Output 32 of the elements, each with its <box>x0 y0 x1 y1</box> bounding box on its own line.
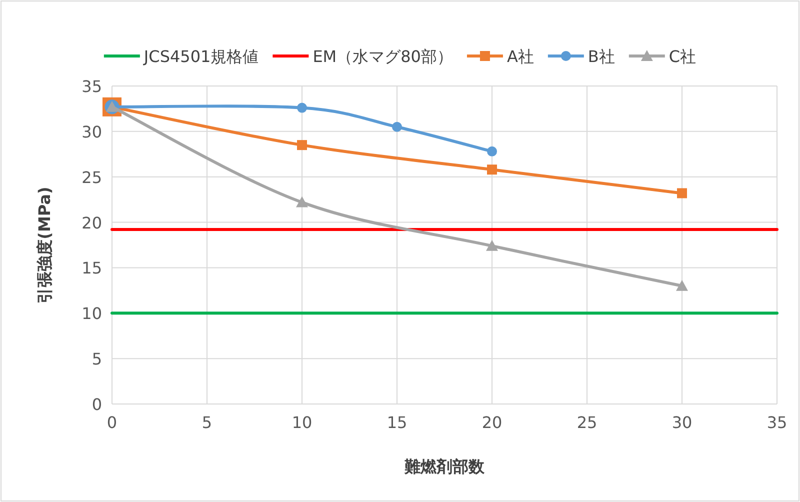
point <box>392 122 402 132</box>
x-tick-label: 35 <box>766 413 788 432</box>
y-tick-label: 0 <box>92 395 102 414</box>
legend-label: B社 <box>588 47 615 66</box>
point <box>487 164 497 175</box>
point <box>486 240 498 251</box>
x-tick-label: 15 <box>386 413 408 432</box>
point <box>297 140 307 150</box>
x-tick-label: 20 <box>482 413 502 432</box>
y-tick-label: 30 <box>82 122 102 142</box>
point <box>297 102 307 113</box>
y-tick-label: 5 <box>92 350 102 369</box>
legend-label: JCS4501規格値 <box>142 47 259 66</box>
y-tick-label: 35 <box>82 77 102 96</box>
point <box>676 280 688 291</box>
x-tick-label: 10 <box>292 413 312 432</box>
y-tick-label: 15 <box>82 258 102 278</box>
point <box>487 146 497 156</box>
point <box>296 196 308 208</box>
y-tick-label: 10 <box>82 304 102 324</box>
legend-label: C社 <box>668 47 696 66</box>
x-tick-label: 0 <box>106 413 118 432</box>
legend-label: EM（水マグ80部） <box>312 47 453 66</box>
y-tick-label: 20 <box>82 213 102 232</box>
y-axis-title: 引張強度(MPa) <box>35 186 54 304</box>
x-tick-label: 30 <box>672 413 692 432</box>
x-axis-title: 難燃剤部数 <box>404 457 486 476</box>
point <box>677 188 687 198</box>
x-tick-label: 25 <box>576 413 598 432</box>
x-tick-label: 5 <box>202 413 212 432</box>
y-tick-label: 25 <box>82 168 102 187</box>
legend-label: A社 <box>506 47 534 66</box>
